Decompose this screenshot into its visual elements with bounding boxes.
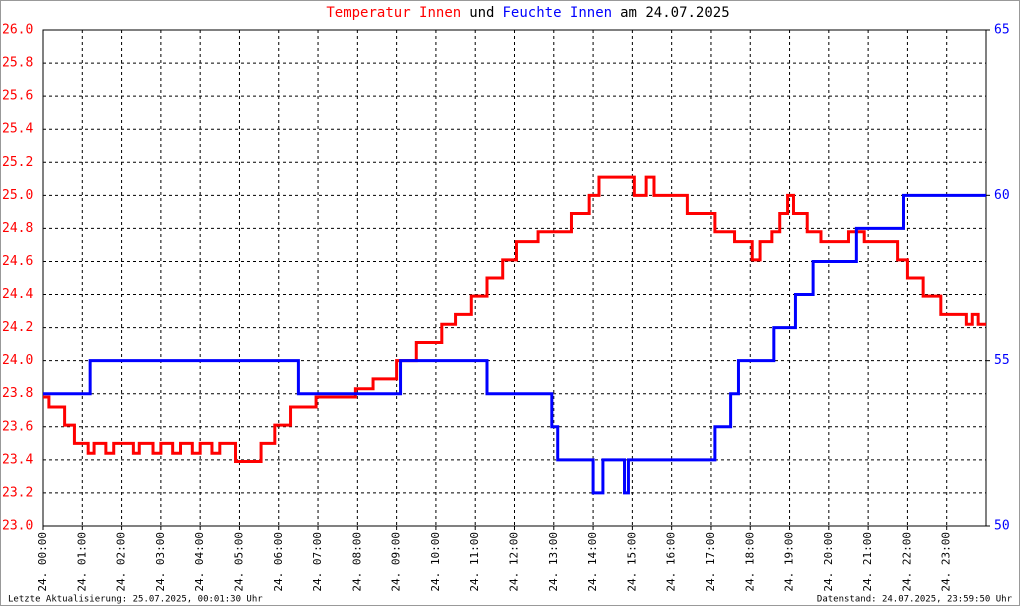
- y-tick-label: 24.0: [2, 353, 33, 368]
- x-tick-label: 24. 18:00: [743, 532, 756, 592]
- y-tick-label: 24.6: [2, 254, 33, 269]
- y2-tick-label: 60: [994, 188, 1010, 203]
- y-tick-label: 25.6: [2, 89, 33, 104]
- x-tick-label: 24. 15:00: [625, 532, 638, 592]
- x-tick-label: 24. 01:00: [75, 532, 88, 592]
- x-tick-label: 24. 02:00: [115, 532, 128, 592]
- x-tick-label: 24. 11:00: [468, 532, 481, 592]
- y-tick-label: 25.2: [2, 155, 33, 170]
- y-tick-label: 23.0: [2, 519, 33, 534]
- series-line: [43, 175, 986, 464]
- footer-left: Letzte Aktualisierung: 25.07.2025, 00:01…: [8, 595, 263, 605]
- x-tick-label: 24. 10:00: [429, 532, 442, 592]
- x-tick-label: 24. 06:00: [272, 532, 285, 592]
- y-tick-label: 25.8: [2, 56, 33, 71]
- x-tick-label: 24. 09:00: [390, 532, 403, 592]
- y-tick-label: 26.0: [2, 23, 33, 38]
- chart-title: Temperatur Innen und Feuchte Innen am 24.07…: [326, 5, 729, 21]
- x-tick-label: 24. 23:00: [940, 532, 953, 592]
- x-tick-label: 24. 20:00: [822, 532, 835, 592]
- y-tick-label: 24.4: [2, 287, 33, 302]
- y-tick-label: 23.4: [2, 452, 33, 467]
- y-tick-label: 25.0: [2, 188, 33, 203]
- x-tick-label: 24. 07:00: [311, 532, 324, 592]
- x-tick-label: 24. 03:00: [154, 532, 167, 592]
- x-tick-label: 24. 13:00: [547, 532, 560, 592]
- title-part: Temperatur Innen: [326, 5, 461, 21]
- footer-right: Datenstand: 24.07.2025, 23:59:50 Uhr: [817, 595, 1013, 605]
- x-tick-label: 24. 05:00: [232, 532, 245, 592]
- x-tick-label: 24. 19:00: [783, 532, 796, 592]
- title-part: Feuchte Innen: [503, 5, 613, 21]
- series-line: [43, 193, 986, 495]
- y2-tick-label: 55: [994, 353, 1010, 368]
- y-tick-label: 25.4: [2, 122, 33, 137]
- y-tick-label: 23.8: [2, 386, 33, 401]
- x-tick-label: 24. 08:00: [350, 532, 363, 592]
- x-tick-label: 24. 21:00: [861, 532, 874, 592]
- y2-tick-label: 50: [994, 519, 1010, 534]
- title-part: und: [469, 5, 494, 21]
- x-tick-label: 24. 16:00: [665, 532, 678, 592]
- x-tick-label: 24. 17:00: [704, 532, 717, 592]
- y-tick-label: 23.2: [2, 485, 33, 500]
- x-tick-label: 24. 04:00: [193, 532, 206, 592]
- x-tick-label: 24. 12:00: [508, 532, 521, 592]
- x-tick-label: 24. 14:00: [586, 532, 599, 592]
- y-tick-label: 24.2: [2, 320, 33, 335]
- x-tick-label: 24. 00:00: [36, 532, 49, 592]
- y-tick-label: 23.6: [2, 419, 33, 434]
- x-tick-label: 24. 22:00: [900, 532, 913, 592]
- title-part: am 24.07.2025: [620, 5, 730, 21]
- y-tick-label: 24.8: [2, 221, 33, 236]
- y2-tick-label: 65: [994, 23, 1010, 38]
